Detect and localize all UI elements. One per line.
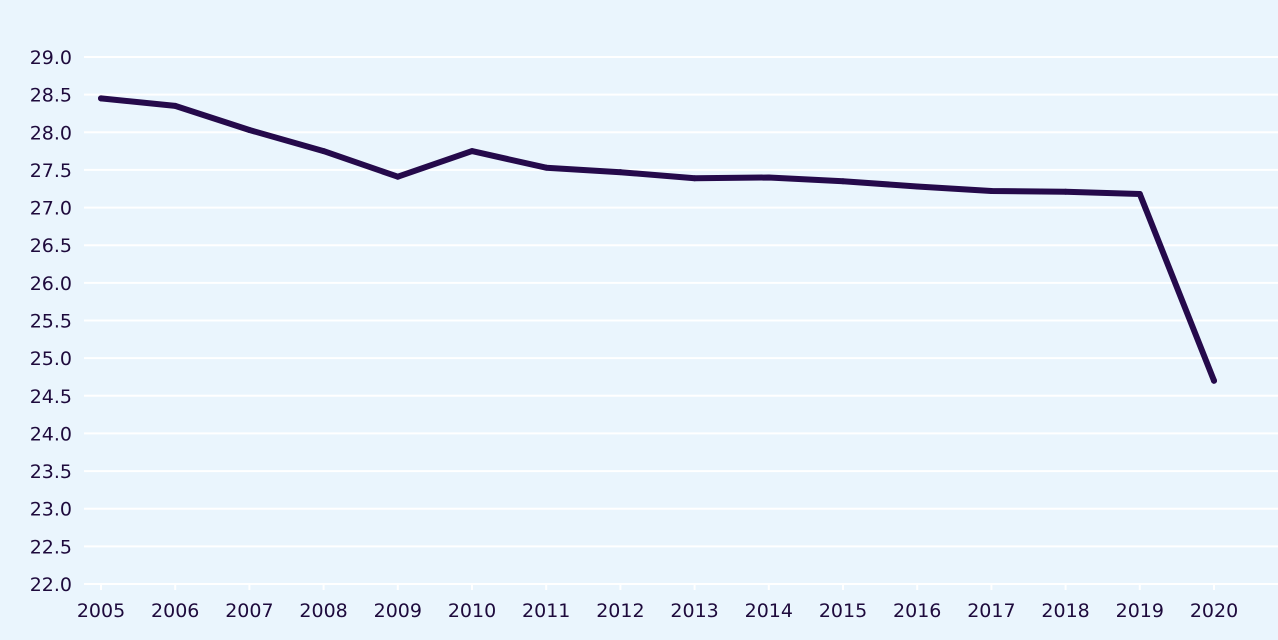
data-point-2006 xyxy=(172,102,179,109)
x-tick-label-2012: 2012 xyxy=(596,600,644,622)
x-tick-label-2019: 2019 xyxy=(1116,600,1164,622)
x-tick-label-2014: 2014 xyxy=(745,600,793,622)
x-tick-label-2007: 2007 xyxy=(225,600,273,622)
data-point-2005 xyxy=(98,95,104,102)
y-tick-label-28.0: 28.0 xyxy=(30,122,72,144)
x-tick-label-2015: 2015 xyxy=(819,600,867,622)
x-tick-label-2016: 2016 xyxy=(893,600,941,622)
data-point-2014 xyxy=(765,174,772,181)
x-tick-label-2010: 2010 xyxy=(448,600,496,622)
data-point-2016 xyxy=(914,183,921,190)
y-tick-label-29.0: 29.0 xyxy=(30,47,72,69)
data-point-2020 xyxy=(1211,377,1217,384)
series-line-0 xyxy=(98,95,1217,384)
y-tick-label-25.5: 25.5 xyxy=(30,311,72,333)
x-tick-label-2005: 2005 xyxy=(77,600,125,622)
data-point-2013 xyxy=(691,175,698,182)
series-layer xyxy=(98,95,1217,384)
data-point-2018 xyxy=(1062,188,1069,195)
data-point-2008 xyxy=(320,148,327,155)
y-tick-label-24.0: 24.0 xyxy=(30,423,72,445)
x-tick-label-2020: 2020 xyxy=(1190,600,1238,622)
x-tick-label-2017: 2017 xyxy=(967,600,1015,622)
data-point-2011 xyxy=(543,164,550,171)
data-point-2019 xyxy=(1136,191,1143,198)
x-tick-label-2018: 2018 xyxy=(1041,600,1089,622)
data-point-2017 xyxy=(988,188,995,195)
y-axis-tick-labels: 22.0 22.5 23.0 23.5 24.0 24.5 25.0 25.5 26.0 26.5… xyxy=(30,47,72,596)
y-tick-label-23.5: 23.5 xyxy=(30,461,72,483)
x-tick-label-2013: 2013 xyxy=(670,600,718,622)
y-tick-label-26.5: 26.5 xyxy=(30,235,72,257)
y-tick-label-22.5: 22.5 xyxy=(30,536,72,558)
y-tick-label-23.0: 23.0 xyxy=(30,499,72,521)
data-point-2010 xyxy=(469,148,475,155)
gridlines xyxy=(84,56,1278,585)
y-tick-label-25.0: 25.0 xyxy=(30,348,72,370)
data-point-2009 xyxy=(394,173,401,180)
x-tick-label-2009: 2009 xyxy=(374,600,422,622)
y-tick-label-27.5: 27.5 xyxy=(30,160,72,182)
data-point-2007 xyxy=(246,127,253,134)
x-tick-label-2006: 2006 xyxy=(151,600,199,622)
x-axis-tick-labels: 2005 2006 2007 2008 2009 2010 2011 2012 2013 2014… xyxy=(77,584,1238,622)
y-tick-label-28.5: 28.5 xyxy=(30,85,72,107)
x-tick-label-2011: 2011 xyxy=(522,600,570,622)
x-tick-label-2008: 2008 xyxy=(299,600,347,622)
y-tick-label-27.0: 27.0 xyxy=(30,198,72,220)
y-tick-label-26.0: 26.0 xyxy=(30,273,72,295)
y-tick-label-22.0: 22.0 xyxy=(30,574,72,596)
data-point-2015 xyxy=(840,178,846,185)
data-point-2012 xyxy=(617,169,624,176)
y-tick-label-24.5: 24.5 xyxy=(30,386,72,408)
